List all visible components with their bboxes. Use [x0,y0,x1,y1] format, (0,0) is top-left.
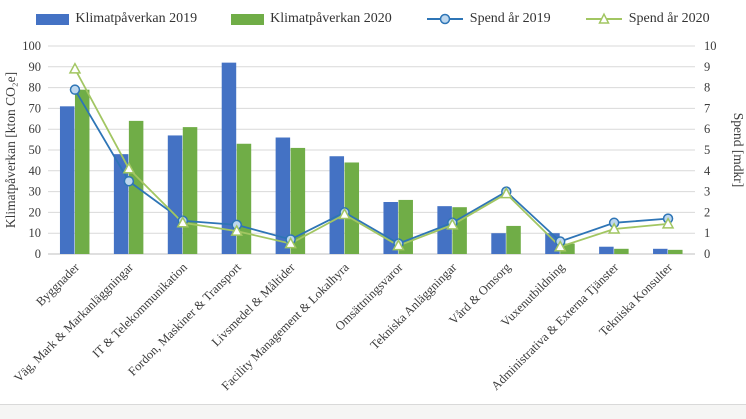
legend-item-spend-2020: Spend år 2020 [585,11,710,27]
bar-klimatpaverkan-2020 [452,207,467,254]
right-axis-tick-label: 8 [704,81,710,95]
legend-label: Spend år 2020 [628,11,710,26]
spend-2020-triangle-marker [553,239,567,252]
right-axis-tick-label: 10 [704,39,717,53]
bar-klimatpaverkan-2019 [329,156,345,254]
left-axis-tick-label: 30 [29,185,42,199]
x-axis-category-label: IT & Telekommunikation [90,260,191,361]
legend-label: Klimatpåverkan 2019 [75,11,198,26]
spend-2020-triangle-marker [661,217,675,229]
bar-klimatpaverkan-2019 [491,233,506,254]
left-axis-tick-label: 100 [22,39,41,53]
left-axis-tick-label: 80 [29,81,42,95]
bar-klimatpaverkan-2020 [614,248,629,254]
bar-klimatpaverkan-2019 [653,248,668,254]
chart-canvas: 0 10 20 30 40 50 60 70 80 90 100 0 1 2 3 4 5 6 7 8 9 10 Byggna… [3,39,746,393]
right-axis-tick-label: 4 [704,164,711,178]
spend-2020-triangle-marker [500,186,513,199]
bar-klimatpaverkan-2019 [59,106,75,254]
right-axis-tick-label: 6 [704,122,710,136]
bar-klimatpaverkan-2020 [560,243,575,254]
line-circle-marker-icon [426,13,463,25]
spend-2020-triangle-marker [392,238,405,251]
spend-2020-triangle-marker [230,224,243,236]
right-axis-tick-label: 3 [704,185,710,199]
spend-2019-circle-marker [69,84,81,95]
right-axis-title: Spend [mdkr] [731,113,746,188]
bar-klimatpaverkan-2020 [290,147,306,254]
bar-swatch-2020-icon [231,13,265,25]
left-axis-tick-label: 70 [29,101,42,115]
bar-klimatpaverkan-2019 [275,137,291,254]
bar-klimatpaverkan-2020 [182,127,198,254]
spend-2019-line [74,89,669,245]
right-axis-tick-label: 1 [704,226,710,240]
bar-swatch-2019-icon [36,13,70,25]
left-axis-tick-label: 90 [29,60,42,74]
bar-klimatpaverkan-2020 [344,162,360,254]
right-axis-tick-label: 5 [704,143,710,157]
spend-2020-triangle-marker [68,62,82,74]
x-axis-category-label: Byggnader [33,260,82,309]
bar-klimatpaverkan-2019 [221,62,237,254]
left-axis-tick-label: 50 [29,143,42,157]
spend-2019-circle-marker [123,175,135,187]
bar-klimatpaverkan-2020 [236,143,252,254]
spend-2020-line [74,68,669,248]
bar-klimatpaverkan-2020 [668,249,683,254]
legend-item-klimatpaverkan-2019: Klimatpåverkan 2019 [36,11,197,27]
bar-klimatpaverkan-2019 [437,206,452,254]
chart-legend: Klimatpåverkan 2019 Klimatpåverkan 2020 … [0,6,746,32]
right-axis-tick-label: 0 [704,247,710,261]
page-bottom-strip [0,404,746,419]
spend-2020-triangle-marker [176,216,190,228]
bar-klimatpaverkan-2020 [506,225,521,254]
spend-2020-triangle-marker [446,218,459,230]
bar-klimatpaverkan-2019 [599,246,614,254]
legend-label: Klimatpåverkan 2020 [270,11,392,26]
left-axis-title: Klimatpåverkan [kton CO₂e] [3,72,18,228]
right-axis-tick-label: 2 [704,205,710,219]
left-axis-tick-label: 10 [29,226,42,240]
legend-label: Spend år 2019 [469,11,551,26]
left-axis-tick-label: 20 [29,205,42,219]
spend-2020-triangle-marker [122,161,136,174]
legend-item-klimatpaverkan-2020: Klimatpåverkan 2020 [231,11,392,27]
legend-item-spend-2019: Spend år 2019 [426,11,551,27]
line-triangle-marker-icon [585,12,622,24]
left-axis-tick-label: 60 [29,122,42,136]
left-axis-tick-label: 40 [29,164,42,178]
bar-klimatpaverkan-2019 [167,135,183,254]
spend-2020-triangle-marker [338,207,351,220]
right-axis-tick-label: 7 [704,101,710,115]
bar-klimatpaverkan-2020 [74,89,90,255]
spend-2020-triangle-marker [607,222,621,234]
spend-2020-triangle-marker [284,236,297,249]
left-axis-tick-label: 0 [35,247,41,261]
x-axis-category-label: Fordon, Maskiner & Transport [125,260,244,379]
right-axis-tick-label: 9 [704,60,710,74]
